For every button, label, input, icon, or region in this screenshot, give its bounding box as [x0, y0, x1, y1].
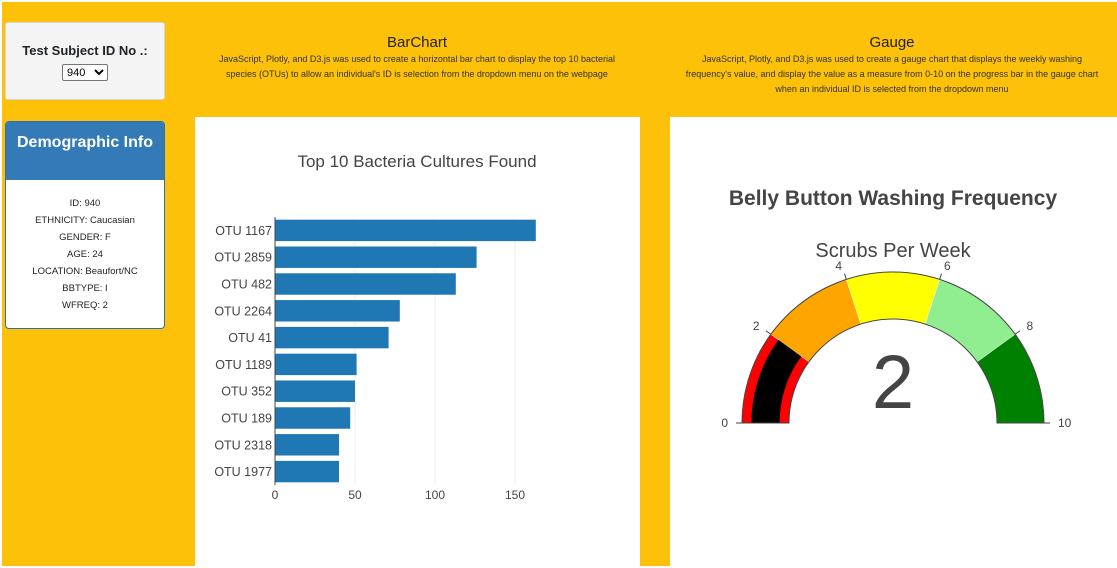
gauge-header: Gauge JavaScript, Plotly, and D3.js was …	[680, 34, 1104, 97]
demographic-title: Demographic Info	[6, 122, 164, 180]
subject-selector-label: Test Subject ID No .:	[22, 43, 148, 58]
demographic-item-ethnicity: ETHNICITY: Caucasian	[35, 215, 135, 226]
gauge-value: 2	[872, 340, 914, 425]
y-tick-label: OTU 2859	[214, 251, 272, 265]
bar[interactable]	[275, 246, 477, 268]
y-tick-label: OTU 41	[228, 331, 272, 345]
demographic-panel: Demographic Info ID: 940 ETHNICITY: Cauc…	[5, 121, 165, 329]
gauge-tick-label: 8	[1026, 319, 1033, 333]
gauge-outline	[741, 271, 1045, 424]
gauge-tick	[939, 273, 942, 280]
gauge-subtitle: Scrubs Per Week	[815, 240, 971, 262]
demographic-item-id: ID: 940	[69, 198, 101, 209]
y-tick-label: OTU 2318	[214, 438, 272, 452]
y-tick-label: OTU 189	[221, 412, 272, 426]
gauge-title: Belly Button Washing Frequency	[729, 187, 1058, 210]
y-tick-label: OTU 482	[221, 278, 272, 292]
bar[interactable]	[275, 326, 389, 349]
gauge-tick	[844, 273, 847, 280]
gauge-value-bar	[751, 339, 802, 423]
y-tick-label: OTU 352	[221, 385, 272, 399]
bar[interactable]	[275, 460, 339, 483]
demographic-item-age: AGE: 24	[67, 249, 103, 260]
gauge-tick-label: 4	[835, 259, 842, 273]
y-tick-label: OTU 1189	[215, 358, 272, 372]
x-tick-label: 50	[348, 488, 362, 502]
gauge-tick-label: 10	[1058, 416, 1072, 430]
gauge-chart[interactable]: Belly Button Washing Frequency Scrubs Per…	[670, 117, 1117, 568]
gauge-tick-label: 2	[753, 319, 760, 333]
x-tick-label: 0	[272, 488, 279, 502]
x-tick-label: 150	[505, 488, 525, 502]
y-tick-label: OTU 1977	[214, 465, 272, 479]
gauge-tick-label: 0	[721, 416, 728, 430]
gauge-band	[846, 271, 940, 325]
bar[interactable]	[275, 300, 400, 322]
gauge-tick-label: 6	[944, 259, 951, 273]
barchart-heading: BarChart	[386, 34, 448, 51]
gauge-tick	[765, 330, 772, 335]
barchart-header: BarChart JavaScript, Plotly, and D3.js w…	[212, 34, 622, 82]
x-tick-label: 100	[425, 488, 445, 502]
barchart-description: JavaScript, Plotly, and D3.js was used t…	[218, 54, 616, 79]
y-tick-label: OTU 2264	[214, 304, 272, 318]
bar[interactable]	[275, 380, 355, 402]
gauge-heading: Gauge	[869, 34, 915, 51]
y-tick-label: OTU 1167	[215, 224, 272, 238]
gauge-chart-card: Belly Button Washing Frequency Scrubs Per…	[670, 117, 1117, 568]
bar[interactable]	[275, 407, 351, 429]
demographic-item-location: LOCATION: Beaufort/NC	[32, 266, 138, 277]
subject-id-dropdown[interactable]: 940	[62, 64, 108, 81]
subject-selector-panel: Test Subject ID No .: 940	[5, 22, 165, 100]
gauge-description: JavaScript, Plotly, and D3.js was used t…	[685, 54, 1099, 94]
demographic-item-wfreq: WFREQ: 2	[62, 300, 108, 311]
bar-chart-card: Top 10 Bacteria Cultures Found OTU 1167 OT…	[195, 117, 640, 568]
demographic-info-list: ID: 940 ETHNICITY: Caucasian GENDER: F A…	[6, 180, 164, 314]
bar[interactable]	[275, 353, 357, 376]
gauge-tick	[1014, 330, 1021, 335]
bar[interactable]	[275, 434, 339, 456]
bar-chart-title: Top 10 Bacteria Cultures Found	[297, 152, 536, 171]
demographic-item-bbtype: BBTYPE: I	[62, 283, 108, 294]
bar-chart[interactable]: Top 10 Bacteria Cultures Found OTU 1167 OT…	[195, 117, 640, 568]
demographic-item-gender: GENDER: F	[59, 232, 111, 243]
bar[interactable]	[275, 219, 536, 242]
bar[interactable]	[275, 273, 456, 295]
